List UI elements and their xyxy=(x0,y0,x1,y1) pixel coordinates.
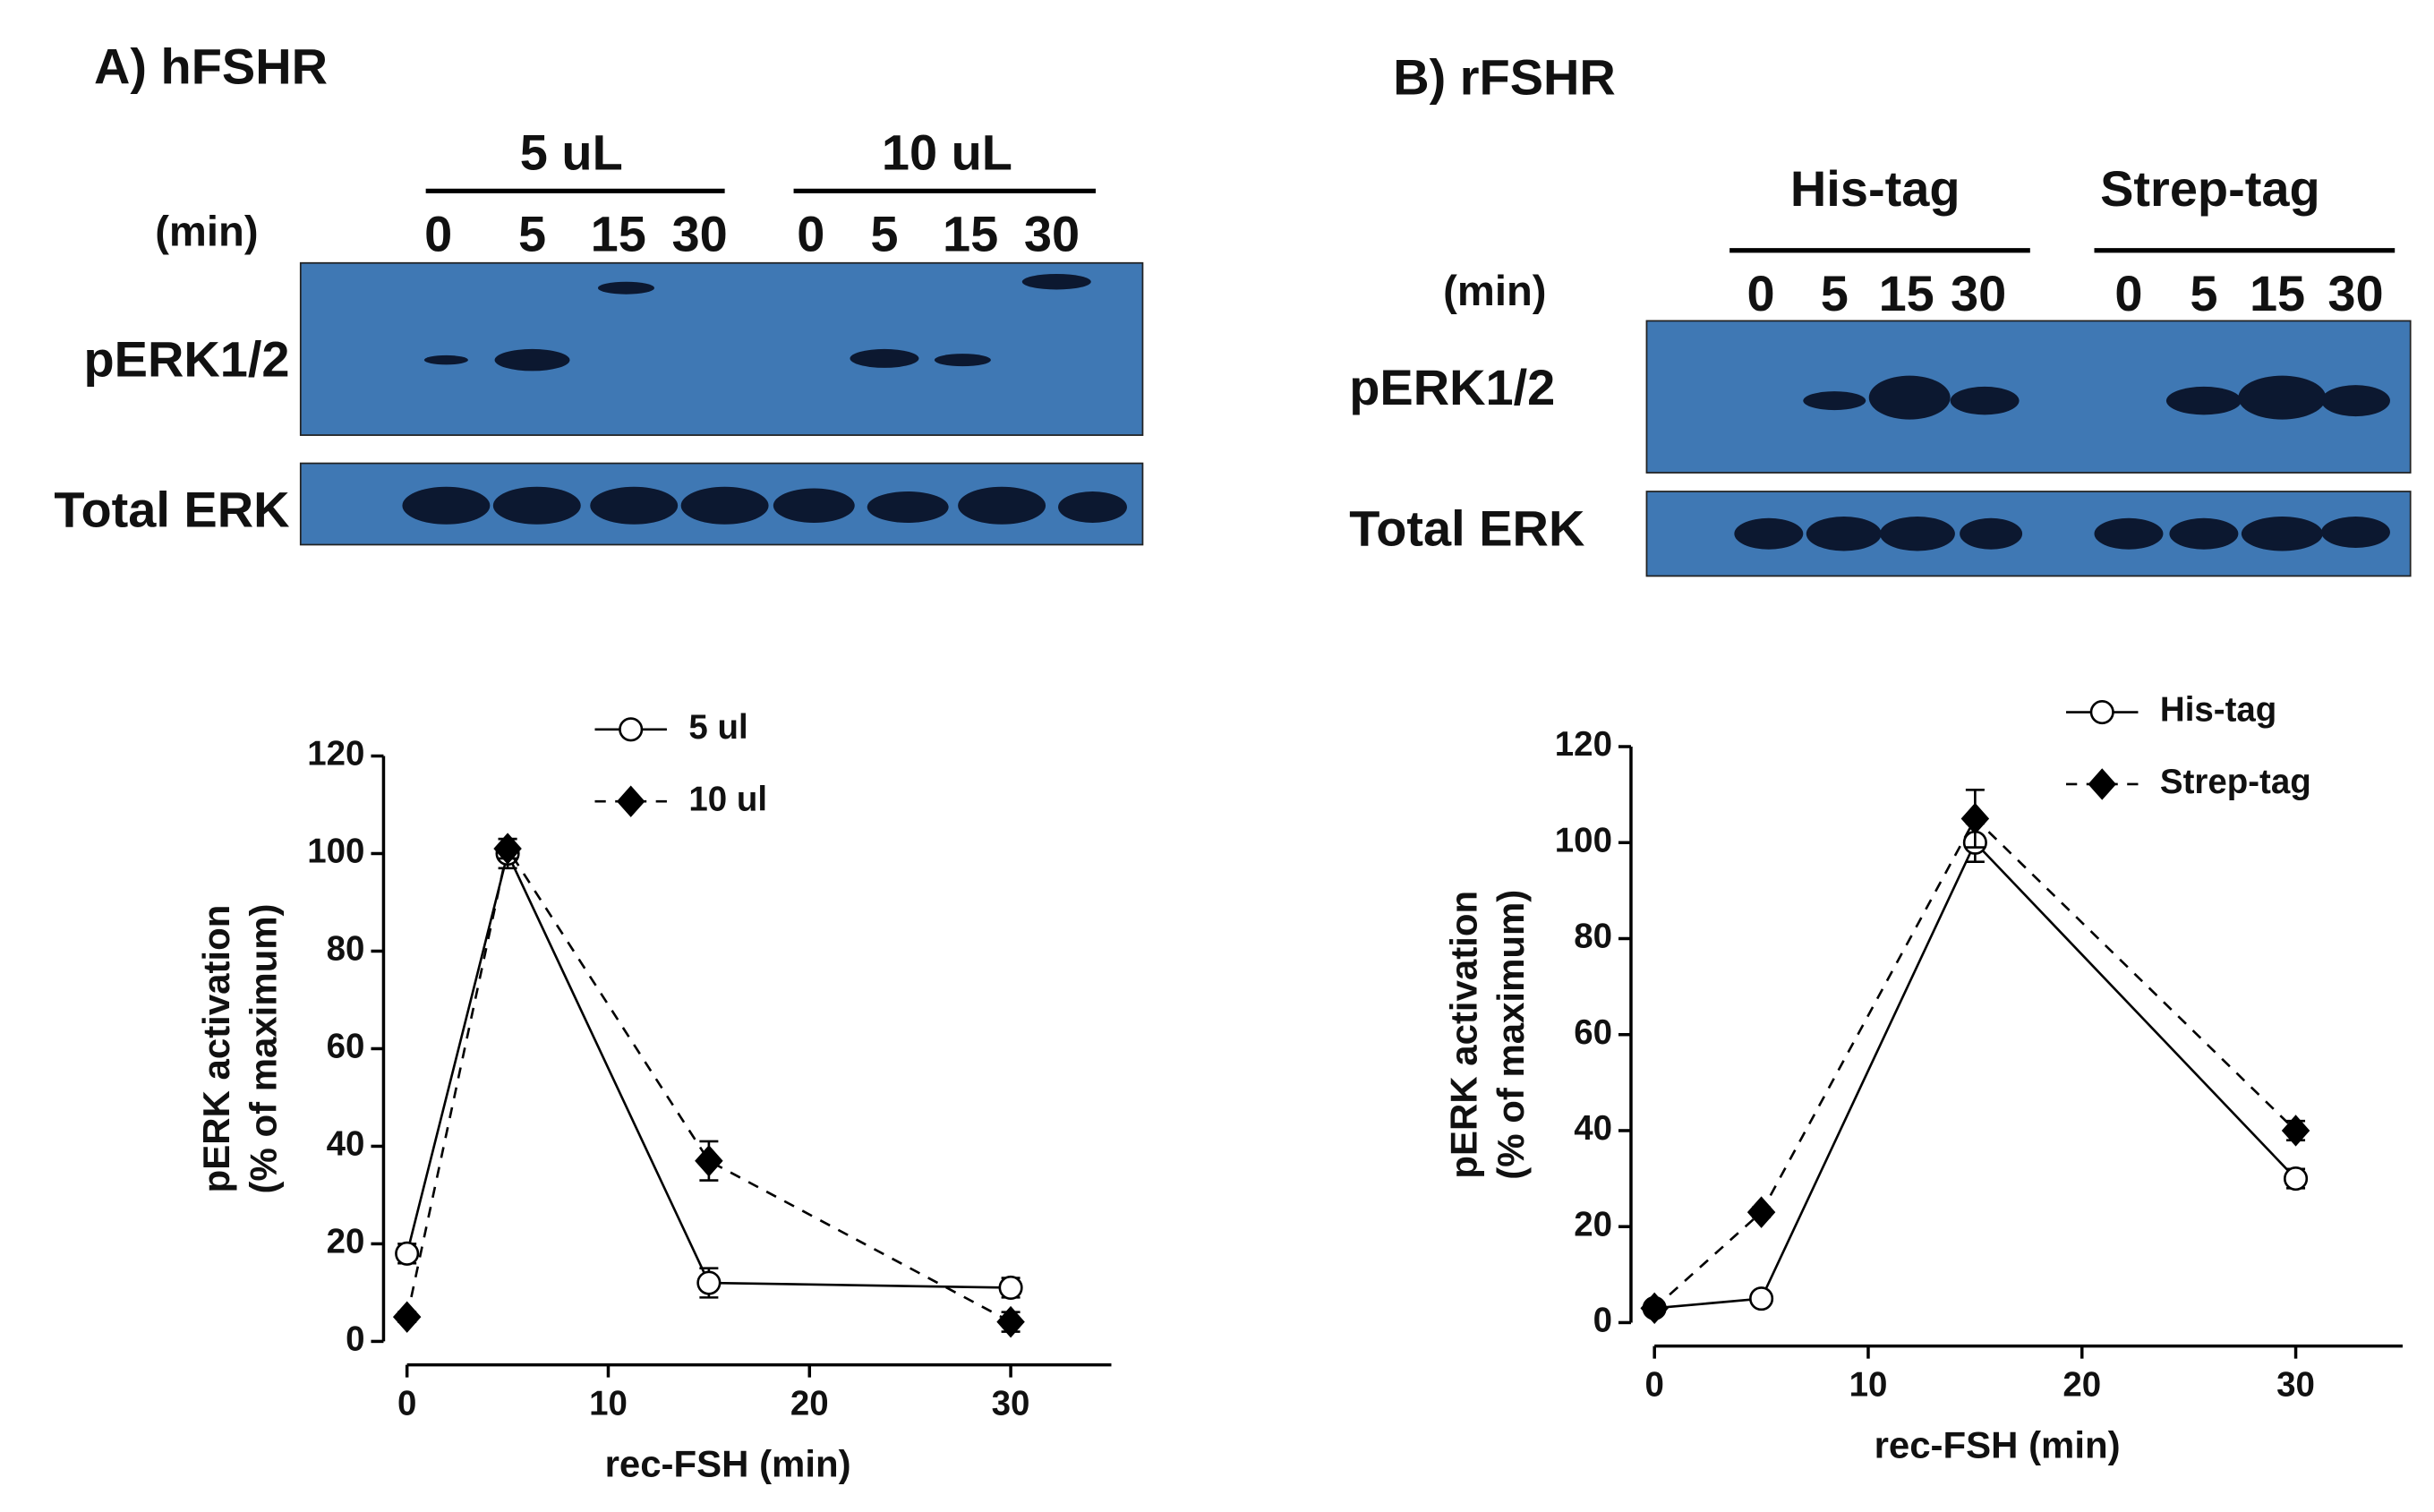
min-label: (min) xyxy=(1443,268,1546,315)
legend-label: His-tag xyxy=(2160,691,2276,730)
x-tick-label: 0 xyxy=(397,1384,416,1422)
legend-label: 10 ul xyxy=(688,780,767,818)
lane-label: 15 xyxy=(591,206,646,262)
series-line xyxy=(1654,840,2297,1310)
lane-label: 30 xyxy=(1951,265,2006,321)
legend-marker xyxy=(616,785,645,817)
marker xyxy=(1640,1292,1669,1325)
marker xyxy=(392,1301,422,1333)
lane-label: 30 xyxy=(2327,265,2383,321)
x-axis-label: rec-FSH (min) xyxy=(605,1442,851,1484)
x-tick-label: 30 xyxy=(992,1384,1030,1422)
y-axis-label: (% of maximum) xyxy=(242,903,284,1193)
marker xyxy=(996,1305,1025,1338)
lane-label: 15 xyxy=(2250,265,2305,321)
chart: 0 20 40 60 80 100 120 0 10 20 30 rec-FSH (min) pERK … xyxy=(1442,691,2403,1465)
lane-label: 30 xyxy=(1024,206,1080,262)
y-tick-label: 0 xyxy=(1593,1302,1612,1340)
y-tick-label: 100 xyxy=(1555,821,1612,859)
y-tick-label: 80 xyxy=(1574,918,1612,956)
legend-marker xyxy=(2088,768,2116,800)
legend-marker xyxy=(619,717,644,742)
lane-label: 15 xyxy=(943,206,998,262)
x-tick-label: 20 xyxy=(790,1384,829,1422)
panel-label: B) rFSHR xyxy=(1393,49,1616,106)
group-label: 10 uL xyxy=(882,124,1012,181)
row-label: Total ERK xyxy=(1349,500,1584,556)
series-line xyxy=(406,850,1012,1289)
x-axis-label: rec-FSH (min) xyxy=(1875,1423,2121,1465)
x-tick-label: 10 xyxy=(1849,1365,1888,1404)
bands xyxy=(402,273,2390,551)
panel-label: A) hFSHR xyxy=(94,38,328,94)
lane-label: 0 xyxy=(424,206,452,262)
lane-label: 5 xyxy=(1821,265,1849,321)
y-tick-label: 60 xyxy=(1574,1013,1612,1052)
marker xyxy=(695,1145,723,1177)
marker xyxy=(2281,1115,2310,1147)
marker xyxy=(998,1275,1023,1301)
row-label: pERK1/2 xyxy=(83,330,289,387)
lane-label: 0 xyxy=(2114,265,2142,321)
y-tick-label: 40 xyxy=(327,1125,365,1164)
marker xyxy=(696,1270,722,1295)
lane-label: 15 xyxy=(1879,265,1934,321)
y-tick-label: 20 xyxy=(327,1223,365,1261)
group-label: His-tag xyxy=(1790,160,1960,217)
blot-images xyxy=(299,261,2412,577)
marker xyxy=(1960,802,1990,835)
group-label: Strep-tag xyxy=(2100,160,2320,217)
marker xyxy=(1749,1286,1774,1311)
y-axis-label: pERK activation xyxy=(1442,891,1484,1179)
marker xyxy=(2284,1166,2309,1192)
marker xyxy=(395,1241,420,1266)
legend-label: Strep-tag xyxy=(2160,763,2311,801)
min-label: (min) xyxy=(155,209,258,256)
row-label: pERK1/2 xyxy=(1349,359,1555,415)
marker xyxy=(493,833,522,865)
lane-label: 0 xyxy=(1747,265,1775,321)
series-line xyxy=(1653,816,2297,1310)
x-tick-label: 30 xyxy=(2276,1365,2315,1404)
series-line xyxy=(406,845,1012,1323)
x-tick-label: 20 xyxy=(2062,1365,2101,1404)
y-tick-label: 20 xyxy=(1574,1205,1612,1243)
y-tick-label: 120 xyxy=(1555,725,1612,764)
y-tick-label: 120 xyxy=(307,735,364,773)
lane-label: 0 xyxy=(797,206,824,262)
y-axis-label: (% of maximum) xyxy=(1490,890,1532,1180)
lane-label: 5 xyxy=(870,206,898,262)
row-label: Total ERK xyxy=(54,481,289,537)
marker xyxy=(1747,1196,1776,1228)
y-tick-label: 40 xyxy=(1574,1109,1612,1148)
group-label: 5 uL xyxy=(520,124,623,181)
legend-marker xyxy=(2089,699,2114,725)
legend-label: 5 ul xyxy=(688,708,747,747)
lane-label: 30 xyxy=(672,206,728,262)
y-tick-label: 0 xyxy=(346,1320,364,1359)
x-tick-label: 0 xyxy=(1644,1365,1663,1404)
y-axis-label: pERK activation xyxy=(195,905,237,1193)
lane-label: 5 xyxy=(518,206,546,262)
blot xyxy=(299,261,1144,436)
y-tick-label: 80 xyxy=(327,930,365,969)
x-tick-label: 10 xyxy=(589,1384,628,1422)
y-tick-label: 60 xyxy=(327,1028,365,1066)
chart: 0 20 40 60 80 100 120 0 10 20 30 rec-FSH (min) pERK … xyxy=(195,708,1112,1484)
lane-label: 5 xyxy=(2190,265,2217,321)
y-tick-label: 100 xyxy=(307,833,364,871)
